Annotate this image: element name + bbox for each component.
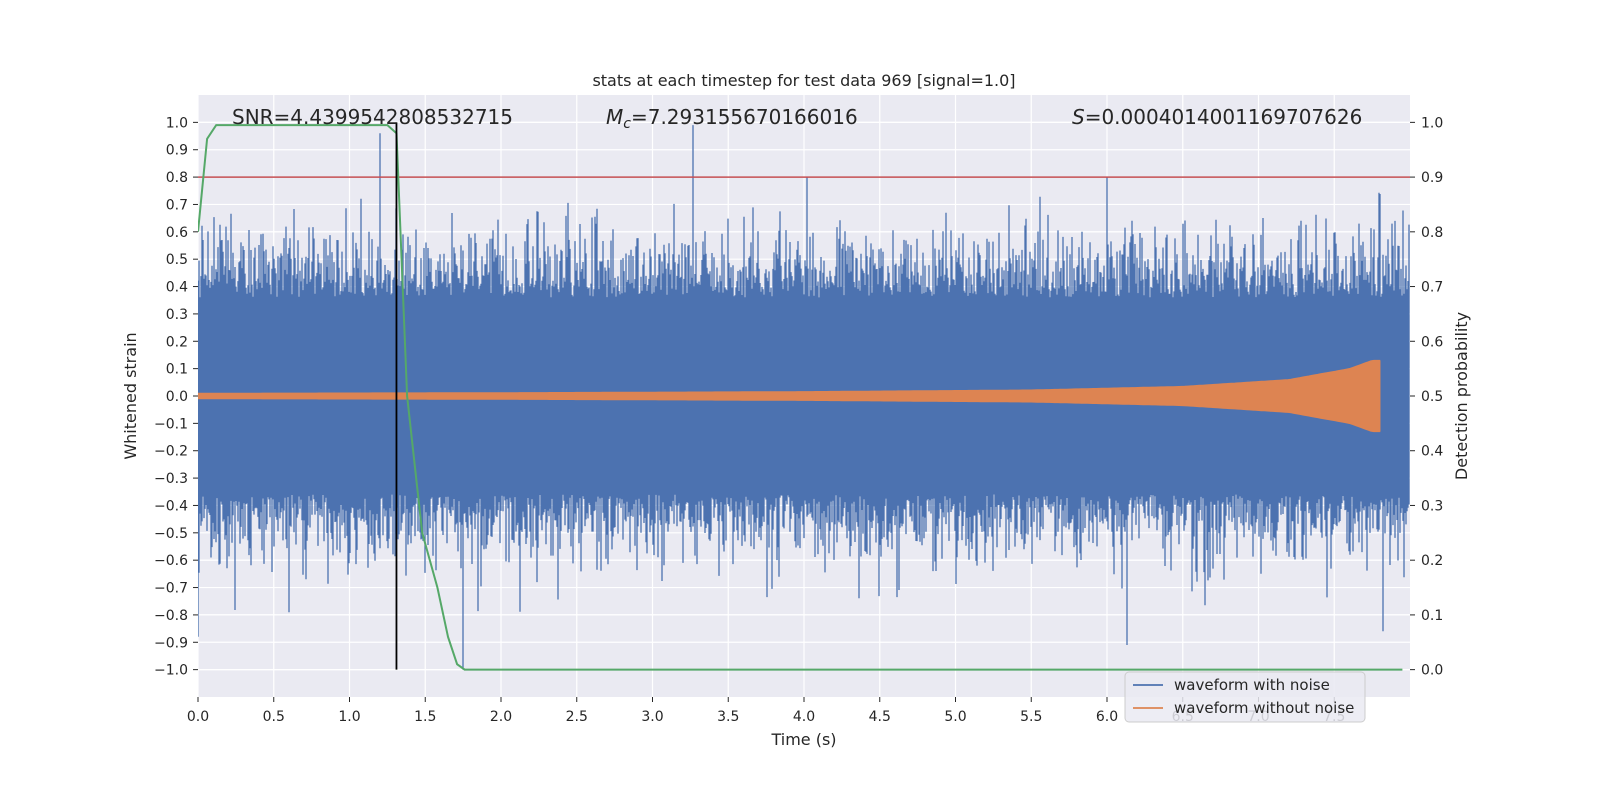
y-tick-label: 0.4 xyxy=(166,280,188,296)
chart-title: stats at each timestep for test data 969… xyxy=(592,71,1015,90)
chirp-mass-subscript: c xyxy=(623,116,631,132)
y-tick-label: 0.1 xyxy=(166,362,188,378)
y-tick-label: −0.9 xyxy=(154,635,188,651)
y2-tick-label: 0.7 xyxy=(1421,280,1443,296)
legend-box xyxy=(1124,671,1366,723)
x-tick-label: 5.0 xyxy=(944,709,966,725)
x-tick-label: 5.5 xyxy=(1020,709,1042,725)
y-tick-label: −0.5 xyxy=(154,526,188,542)
x-tick-label: 0.0 xyxy=(187,709,209,725)
y2-tick-label: 0.9 xyxy=(1421,170,1443,186)
y2-tick-label: 1.0 xyxy=(1421,115,1443,131)
y-tick-label: −0.4 xyxy=(154,498,188,514)
plot-area xyxy=(198,122,1410,671)
y-tick-label: −0.7 xyxy=(154,581,188,597)
x-tick-label: 6.0 xyxy=(1096,709,1118,725)
y-tick-label: 0.2 xyxy=(166,334,188,350)
y-tick-label: 0.6 xyxy=(166,225,188,241)
series-waveform-without-noise xyxy=(198,359,1381,433)
y-tick-label: −0.2 xyxy=(154,444,188,460)
s-symbol: S xyxy=(1072,105,1085,129)
chirp-mass-symbol: M xyxy=(606,105,623,129)
y2-tick-label: 0.4 xyxy=(1421,444,1443,460)
y-axis-label: Whitened strain xyxy=(121,332,140,459)
y-tick-label: −0.6 xyxy=(154,553,188,569)
data-layer xyxy=(198,122,1410,671)
y-tick-label: 0.8 xyxy=(166,170,188,186)
y-tick-label: 0.9 xyxy=(166,143,188,159)
series-detection-probability xyxy=(198,124,1403,671)
x-tick-label: 0.5 xyxy=(263,709,285,725)
chirp-mass-value: =7.293155670166016 xyxy=(631,105,858,129)
x-tick-label: 1.5 xyxy=(414,709,436,725)
y-tick-label: 0.7 xyxy=(166,197,188,213)
x-tick-label: 1.0 xyxy=(338,709,360,725)
s-value: =0.0004014001169707626 xyxy=(1085,105,1363,129)
legend-label-clean: waveform without noise xyxy=(1174,699,1354,717)
x-axis-label: Time (s) xyxy=(770,730,836,749)
y-tick-label: −0.3 xyxy=(154,471,188,487)
y-tick-label: 0.5 xyxy=(166,252,188,268)
y2-tick-label: 0.2 xyxy=(1421,553,1443,569)
y-tick-label: 0.0 xyxy=(166,389,188,405)
s-annotation: S=0.0004014001169707626 xyxy=(1072,105,1362,129)
y2-tick-label: 0.1 xyxy=(1421,608,1443,624)
chirp-mass-annotation: Mc=7.293155670166016 xyxy=(606,105,858,132)
snr-annotation: SNR=4.4399542808532715 xyxy=(232,105,513,129)
y-tick-label: −0.1 xyxy=(154,416,188,432)
y2-axis-label: Detection probability xyxy=(1452,312,1471,480)
x-tick-label: 3.0 xyxy=(641,709,663,725)
y-tick-label: −0.8 xyxy=(154,608,188,624)
y2-tick-label: 0.0 xyxy=(1421,663,1443,679)
y2-tick-label: 0.5 xyxy=(1421,389,1443,405)
y2-tick-label: 0.8 xyxy=(1421,225,1443,241)
x-tick-label: 4.0 xyxy=(793,709,815,725)
y-tick-label: −1.0 xyxy=(154,663,188,679)
y-tick-label: 1.0 xyxy=(166,115,188,131)
x-tick-label: 4.5 xyxy=(869,709,891,725)
y2-tick-label: 0.3 xyxy=(1421,498,1443,514)
y2-tick-label: 0.6 xyxy=(1421,334,1443,350)
legend: waveform with noise waveform without noi… xyxy=(1124,671,1366,723)
y-tick-label: 0.3 xyxy=(166,307,188,323)
x-tick-label: 2.0 xyxy=(490,709,512,725)
x-tick-label: 2.5 xyxy=(566,709,588,725)
legend-label-noise: waveform with noise xyxy=(1174,676,1330,694)
x-tick-label: 3.5 xyxy=(717,709,739,725)
axes: 0.00.51.01.52.02.53.03.54.04.55.05.56.06… xyxy=(154,115,1443,725)
